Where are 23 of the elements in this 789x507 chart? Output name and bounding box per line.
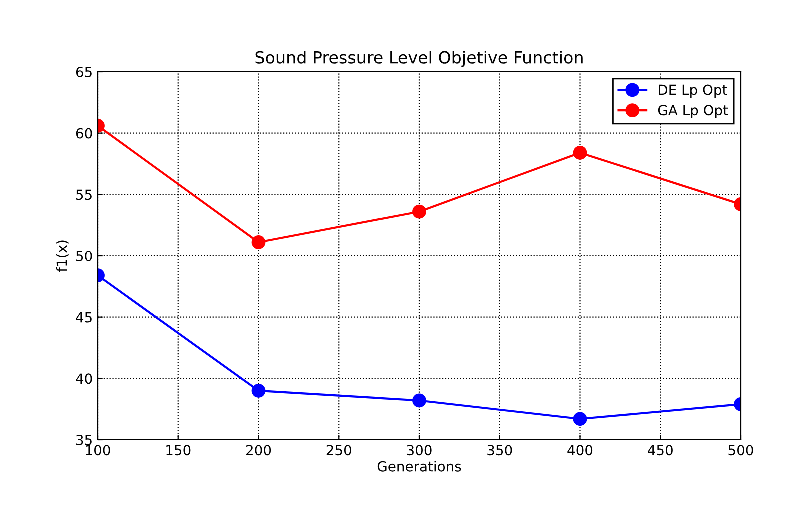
x-tick-label: 350 [488,445,512,456]
legend-label: GA Lp Opt [658,105,728,118]
y-tick-label: 60 [76,128,92,139]
x-tick-label: 450 [648,445,673,456]
y-axis-title: f1(x) [56,240,69,272]
y-tick-label: 50 [76,250,92,262]
legend-label: DE Lp Opt [659,84,728,98]
x-tick-label: 300 [407,445,432,456]
y-tick-label: 45 [76,312,92,323]
x-tick-label: 100 [86,445,110,456]
x-tick-label: 250 [326,445,352,456]
x-tick-label: 500 [728,445,754,456]
x-axis-title: Generations [378,461,462,472]
y-tick-label: 40 [76,374,92,384]
point [412,394,426,408]
chart-title: Sound Pressure Level Objetive Function [256,51,583,68]
point [412,204,426,219]
y-tick-label: 55 [76,190,92,200]
x-tick-label: 200 [246,445,272,456]
x-tick-label: 150 [166,445,191,456]
y-tick-label: 65 [76,66,92,78]
x-tick-label: 400 [568,445,593,456]
y-tick-label: 35 [76,434,92,446]
